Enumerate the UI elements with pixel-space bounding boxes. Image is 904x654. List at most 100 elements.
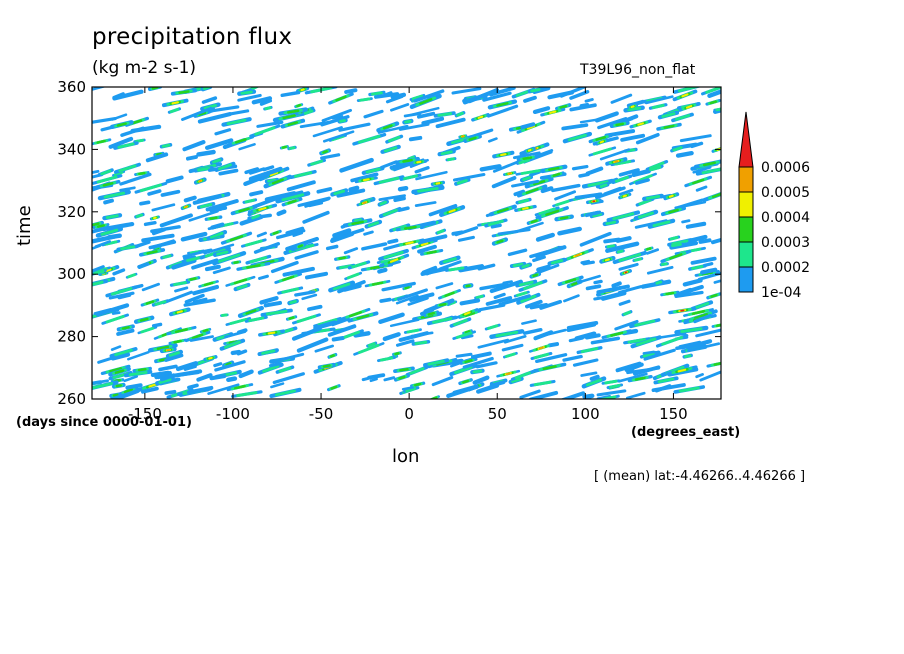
precip-streak-core [655, 280, 663, 285]
precip-streak [572, 358, 599, 367]
precip-streak-core [388, 135, 401, 143]
precip-streak-core [339, 119, 346, 123]
precip-streak [180, 231, 208, 242]
precip-streak [685, 221, 707, 229]
precip-streak-core [296, 103, 302, 108]
precip-streak [398, 122, 430, 131]
precip-streak-core [552, 172, 561, 177]
precip-streak [584, 98, 594, 103]
precip-streak [192, 194, 222, 205]
precip-streak-core [426, 250, 437, 255]
precip-streak [589, 374, 600, 381]
precip-streak-core [118, 164, 137, 173]
precip-streak [520, 122, 536, 130]
precip-streak-core [711, 192, 721, 199]
precip-streak-core [288, 316, 295, 320]
precip-streak [603, 237, 621, 244]
precip-streak-core [114, 369, 125, 374]
precip-streak-core [454, 365, 473, 375]
precip-field [92, 87, 721, 399]
precip-streak [188, 209, 219, 222]
precip-streak-core [608, 383, 621, 389]
precip-streak [646, 265, 674, 275]
precip-streak-core [105, 214, 119, 220]
precip-streak [498, 294, 531, 307]
precip-streak [110, 388, 142, 399]
precip-streak-core [220, 313, 228, 317]
precip-streak [251, 196, 280, 209]
precip-streak [632, 365, 661, 376]
precip-streak-core [585, 378, 602, 387]
precip-streak-core [678, 386, 700, 393]
precip-streak [342, 283, 362, 292]
precip-streak-core [282, 275, 295, 282]
precip-streak-core [383, 250, 404, 259]
region-note: [ (mean) lat:-4.46266..4.46266 ] [594, 469, 806, 484]
precip-streak [503, 334, 527, 344]
precip-streak [301, 293, 318, 301]
precip-streak [713, 279, 721, 284]
precip-streak [339, 157, 374, 173]
precip-streak [595, 186, 626, 200]
precip-streak-core [674, 114, 691, 121]
precip-streak [542, 328, 567, 337]
plot-frame [91, 86, 722, 400]
colorbar-label: 1e-04 [761, 285, 801, 301]
precip-streak-core [102, 182, 114, 187]
precip-streak-core [665, 291, 675, 296]
precip-streak [580, 259, 591, 265]
precip-streak-core [382, 208, 398, 217]
precip-streak-core [642, 351, 655, 358]
precip-streak-core [444, 291, 455, 298]
precip-streak [395, 294, 419, 305]
precip-streak-core [668, 194, 674, 198]
precip-streak-core [151, 87, 159, 90]
precip-streak [143, 220, 157, 227]
precip-streak-core [346, 272, 360, 280]
precip-streak-core [92, 222, 100, 227]
precip-streak-core [389, 258, 399, 263]
precip-streak [605, 241, 640, 253]
precip-streak [327, 324, 357, 337]
colorbar-label: 0.0002 [761, 260, 810, 276]
precip-streak-core [495, 330, 519, 338]
colorbar-label: 0.0005 [761, 185, 810, 201]
precip-streak [296, 337, 329, 353]
precip-streak-core [532, 273, 538, 278]
precip-streak [320, 115, 350, 127]
precip-streak [642, 350, 656, 355]
precip-streak [164, 389, 177, 395]
precip-streak-core [233, 278, 248, 285]
precip-streak [218, 168, 239, 176]
precip-streak-core [282, 114, 296, 120]
precip-streak-core [245, 309, 257, 315]
precip-streak-core [254, 126, 276, 136]
precip-streak-core [262, 364, 280, 373]
precip-streak-core [555, 199, 570, 207]
precip-streak-core [358, 343, 380, 354]
precip-streak-core [710, 293, 718, 298]
precip-streak [539, 299, 563, 310]
precip-streak [154, 372, 169, 380]
precip-streak [92, 169, 100, 175]
precip-streak [213, 362, 223, 368]
precip-streak [314, 344, 335, 353]
precip-streak [596, 389, 627, 397]
precip-streak-core [671, 239, 689, 246]
precip-streak [512, 151, 541, 160]
precip-streak-core [530, 219, 538, 224]
precip-streak [282, 266, 315, 277]
precip-streak-core [135, 213, 144, 218]
precip-streak [112, 89, 144, 101]
precip-streak [321, 108, 352, 123]
precip-streak-core [592, 212, 602, 218]
precip-streak-core [437, 112, 453, 117]
precip-streak-core [525, 187, 539, 195]
precip-streak-core [402, 158, 413, 163]
precip-streak [272, 372, 305, 385]
precip-streak [214, 360, 246, 372]
precip-streak [244, 167, 260, 175]
precip-streak-core [229, 235, 244, 242]
precip-streak-core [518, 158, 530, 165]
